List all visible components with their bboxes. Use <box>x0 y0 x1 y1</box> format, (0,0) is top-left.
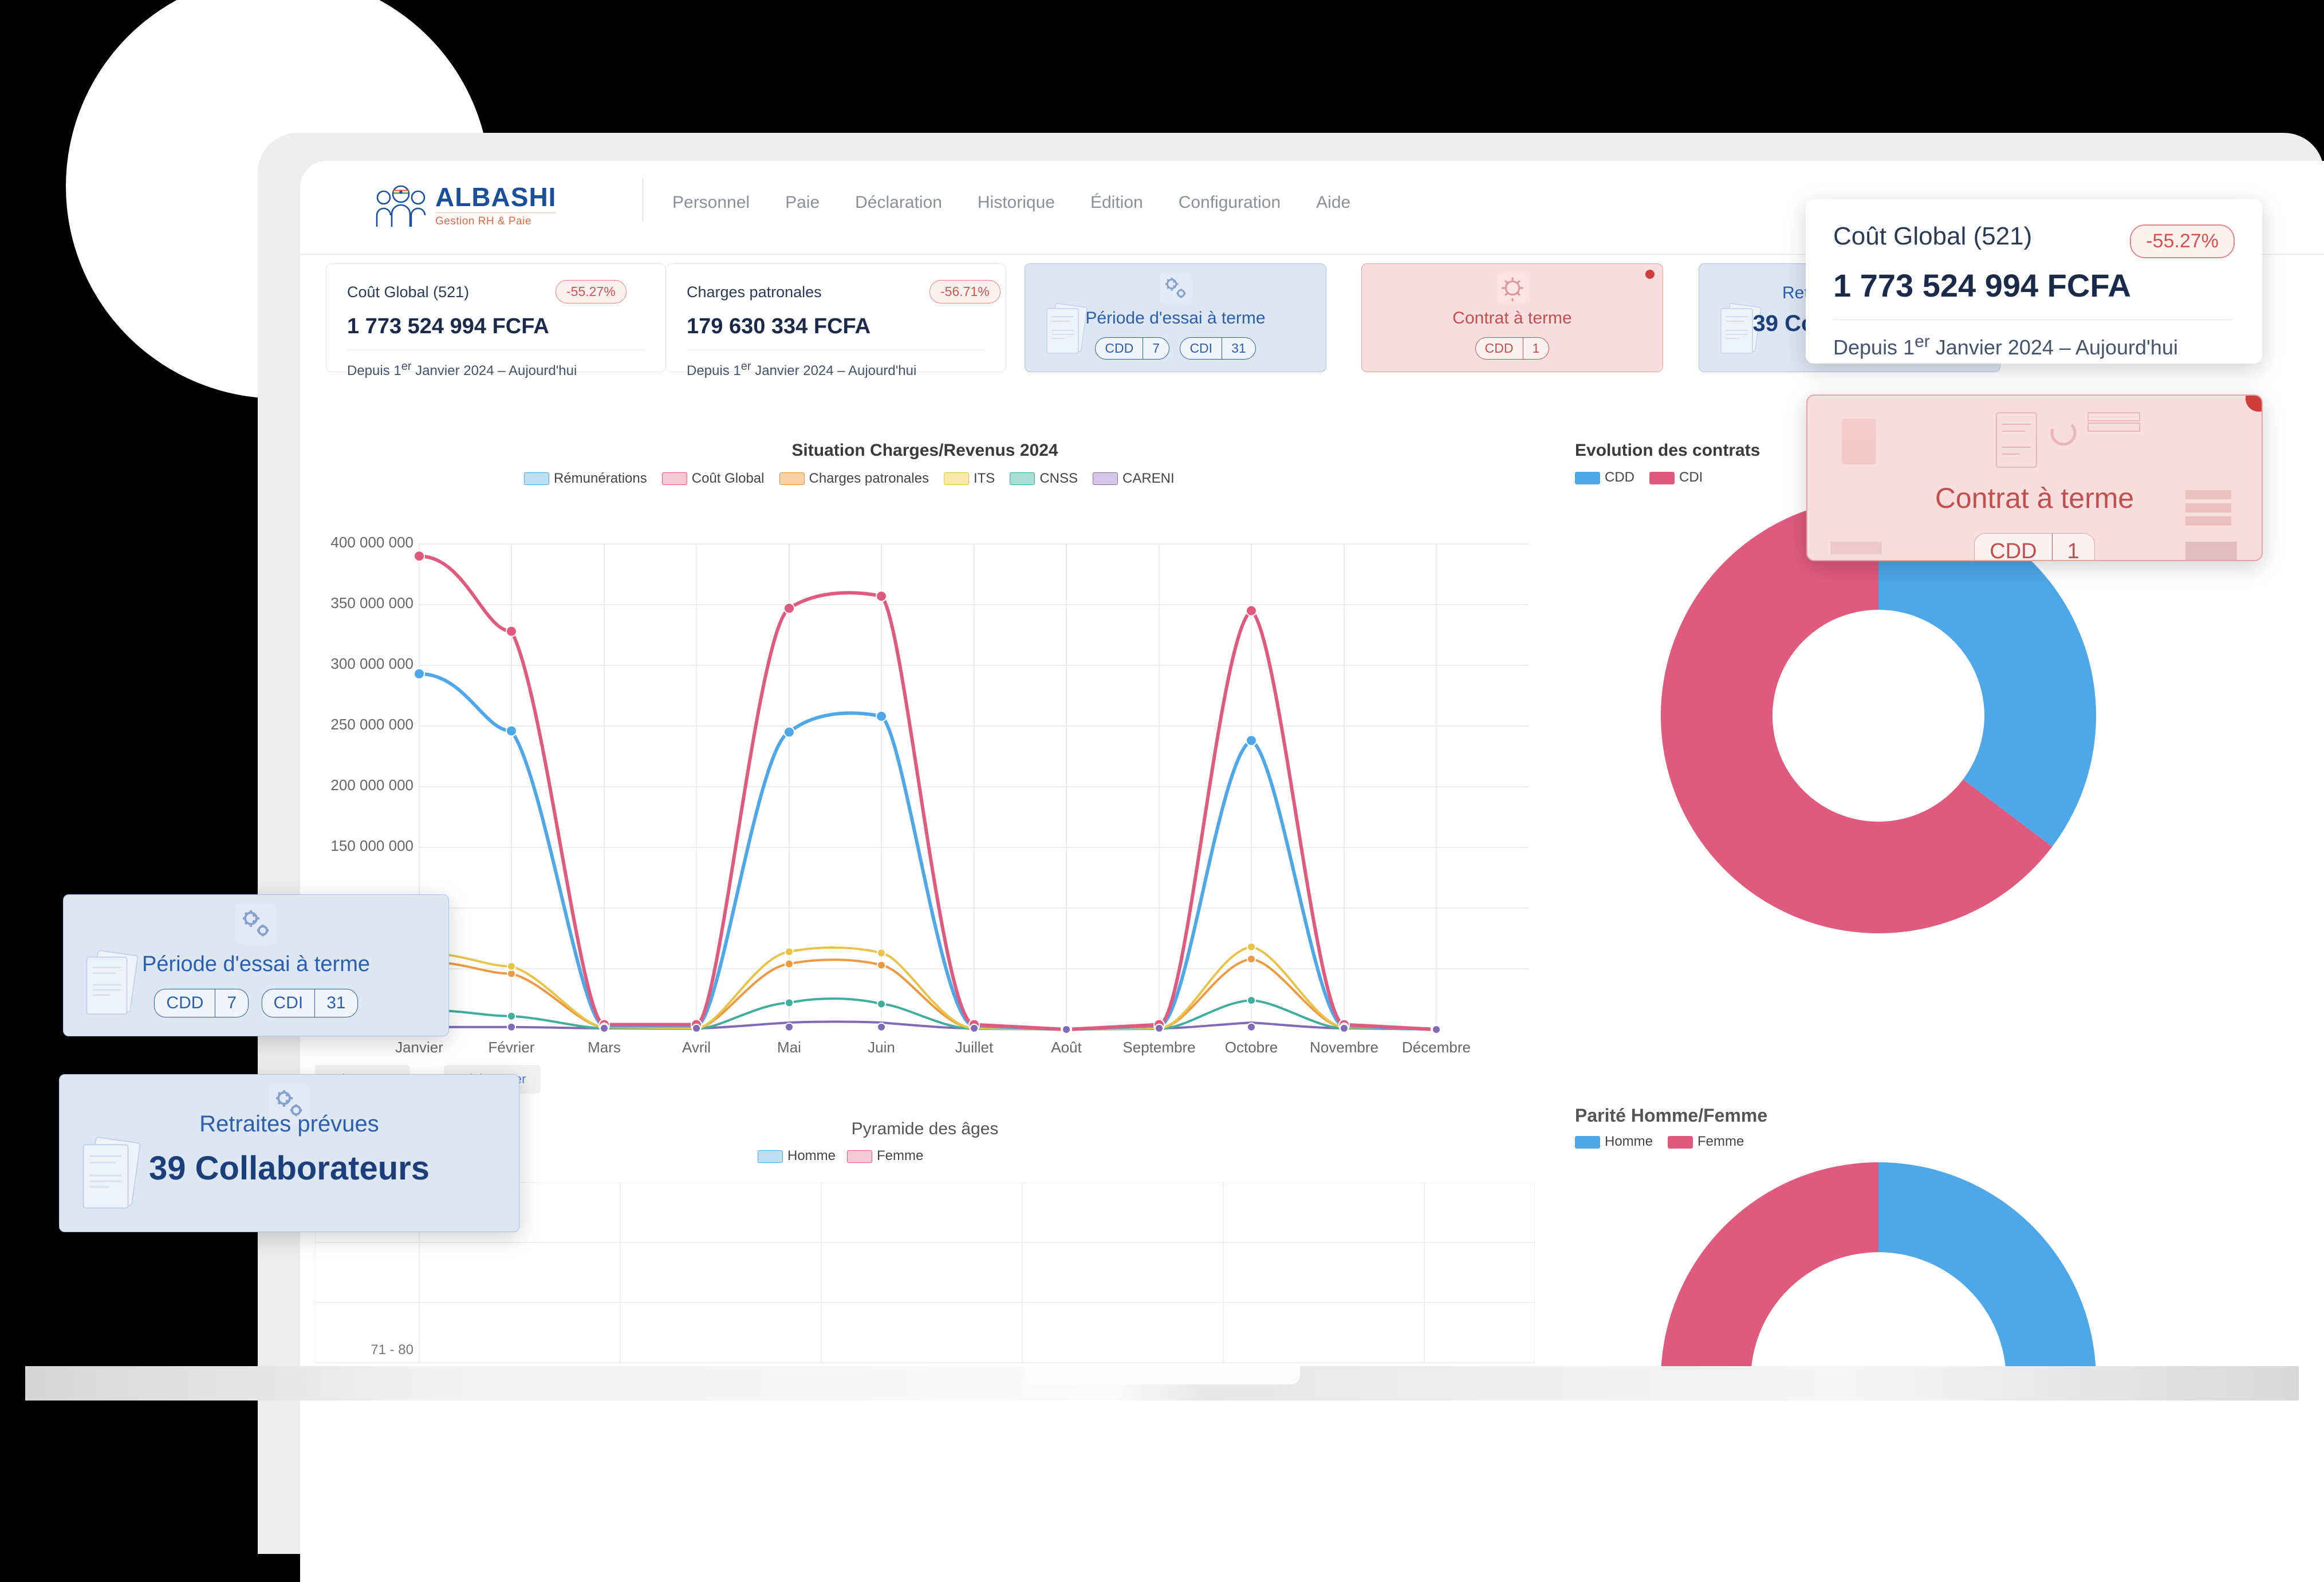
svg-text:Septembre: Septembre <box>1122 1039 1195 1056</box>
svg-text:300 000 000: 300 000 000 <box>330 655 413 672</box>
svg-text:Juin: Juin <box>868 1039 895 1056</box>
svg-text:Janvier: Janvier <box>395 1039 443 1056</box>
svg-text:Octobre: Octobre <box>1225 1039 1278 1056</box>
svg-text:200 000 000: 200 000 000 <box>330 776 413 794</box>
svg-text:Mai: Mai <box>777 1039 801 1056</box>
svg-text:Novembre: Novembre <box>1310 1039 1378 1056</box>
svg-text:Mars: Mars <box>588 1039 621 1056</box>
svg-text:Février: Février <box>489 1039 535 1056</box>
svg-text:Juillet: Juillet <box>955 1039 994 1056</box>
svg-text:150 000 000: 150 000 000 <box>330 837 413 854</box>
svg-text:71 - 80: 71 - 80 <box>371 1342 413 1358</box>
svg-text:Décembre: Décembre <box>1402 1039 1471 1056</box>
svg-text:Août: Août <box>1051 1039 1082 1056</box>
svg-text:400 000 000: 400 000 000 <box>330 534 413 551</box>
svg-text:250 000 000: 250 000 000 <box>330 716 413 733</box>
svg-text:Avril: Avril <box>682 1039 711 1056</box>
svg-text:350 000 000: 350 000 000 <box>330 594 413 612</box>
